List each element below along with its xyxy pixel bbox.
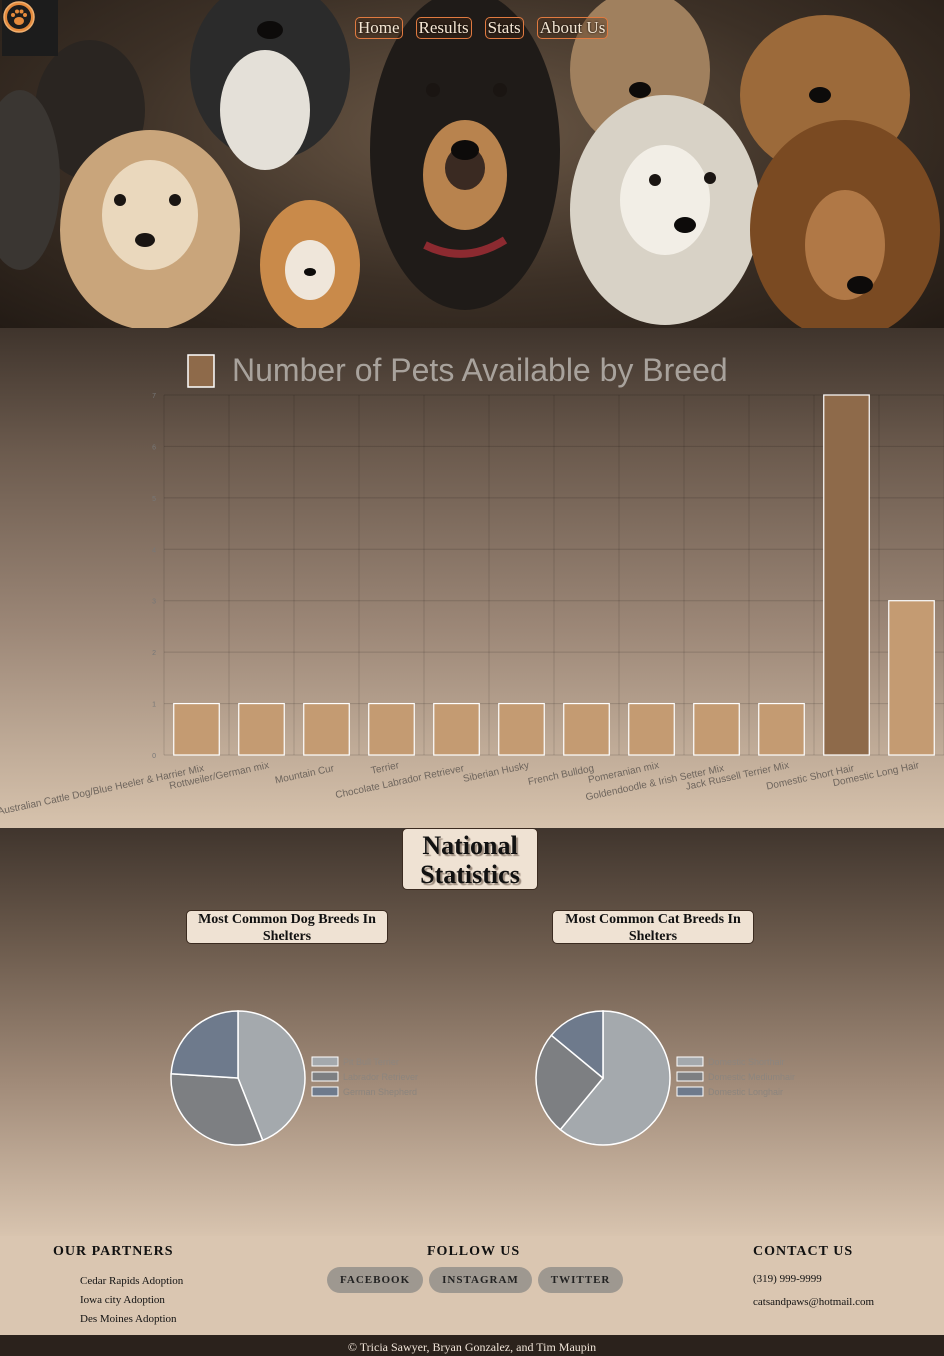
- partner-item[interactable]: Cedar Rapids Adoption: [80, 1275, 184, 1287]
- y-tick-label: 7: [152, 393, 156, 400]
- nav-stats[interactable]: Stats: [484, 17, 524, 39]
- legend-label: Pit Bull Terrier: [343, 1057, 399, 1067]
- contact-heading: CONTACT US: [753, 1244, 854, 1259]
- chart-title: Number of Pets Available by Breed: [232, 352, 728, 388]
- pie-slice[interactable]: [535, 1034, 605, 1131]
- stats-title-line2: Statistics: [420, 860, 520, 889]
- pie-slice[interactable]: [170, 1010, 239, 1079]
- facebook-button[interactable]: FACEBOOK: [327, 1267, 424, 1293]
- legend-swatch[interactable]: [311, 1086, 339, 1097]
- pie-slice[interactable]: [237, 1010, 306, 1142]
- twitter-button[interactable]: TWITTER: [537, 1267, 624, 1293]
- legend-label: Labrador Retriever: [343, 1072, 418, 1082]
- footer: OUR PARTNERS Cedar Rapids Adoption Iowa …: [0, 1236, 944, 1335]
- legend-swatch[interactable]: [311, 1056, 339, 1067]
- x-tick-label: Chocolate Labrador Retriever: [335, 763, 466, 801]
- pie-slice[interactable]: [559, 1010, 671, 1146]
- dog-breeds-pie-chart: Pit Bull Terrier Labrador Retriever German…: [170, 1010, 418, 1146]
- breed-chart-section: Number of Pets Available by Breed 0 1 2 3 4 5 6…: [0, 328, 944, 828]
- chart-bar[interactable]: [693, 702, 740, 756]
- chart-bar[interactable]: [433, 702, 480, 756]
- legend-swatch[interactable]: [676, 1071, 704, 1082]
- nav-about-us[interactable]: About Us: [536, 17, 609, 39]
- y-tick-label: 4: [152, 547, 156, 554]
- pie-slice[interactable]: [170, 1072, 264, 1146]
- chart-bar[interactable]: [173, 702, 220, 756]
- instagram-button[interactable]: INSTAGRAM: [429, 1267, 532, 1293]
- hero-banner: Home Results Stats About Us: [0, 0, 944, 328]
- follow-heading: FOLLOW US: [427, 1244, 521, 1259]
- contact-email[interactable]: catsandpaws@hotmail.com: [753, 1296, 875, 1308]
- copyright: © Tricia Sawyer, Bryan Gonzalez, and Tim…: [0, 1335, 944, 1356]
- y-tick-label: 1: [152, 702, 156, 709]
- nav-home[interactable]: Home: [355, 17, 403, 39]
- partners-list: Cedar Rapids Adoption Iowa city Adoption…: [80, 1272, 183, 1329]
- chart-bar[interactable]: [888, 600, 935, 756]
- x-tick-label: Terrier: [370, 760, 401, 777]
- breed-bar-chart: Number of Pets Available by Breed 0 1 2 3 4 5 6…: [0, 352, 944, 818]
- x-tick-label: Siberian Husky: [462, 760, 530, 785]
- legend-swatch[interactable]: [187, 354, 215, 388]
- legend-swatch[interactable]: [311, 1071, 339, 1082]
- x-tick-label: French Bulldog: [527, 763, 595, 788]
- partner-item[interactable]: Iowa city Adoption: [80, 1294, 165, 1306]
- stats-title: National Statistics: [402, 828, 538, 890]
- main-nav: Home Results Stats About Us: [355, 17, 609, 39]
- stats-title-line1: National: [422, 831, 518, 860]
- chart-bar[interactable]: [368, 702, 415, 756]
- chart-bar[interactable]: [303, 702, 350, 756]
- chart-bar[interactable]: [628, 702, 675, 756]
- legend-label: Domestic Longhair: [708, 1087, 783, 1097]
- chart-bar[interactable]: [238, 702, 285, 756]
- nav-results[interactable]: Results: [415, 17, 472, 39]
- partner-item[interactable]: Des Moines Adoption: [80, 1313, 177, 1325]
- y-tick-label: 6: [152, 444, 156, 451]
- legend-label: German Shepherd: [343, 1087, 417, 1097]
- pie-slice[interactable]: [550, 1010, 604, 1080]
- y-tick-label: 2: [152, 650, 156, 657]
- site-logo[interactable]: [2, 0, 58, 56]
- y-tick-label: 3: [152, 599, 156, 606]
- y-tick-label: 5: [152, 496, 156, 503]
- pets-hero-image: [0, 0, 940, 328]
- chart-bar[interactable]: [823, 394, 870, 756]
- x-tick-label: Mountain Cur: [274, 763, 336, 786]
- partners-heading: OUR PARTNERS: [53, 1244, 174, 1259]
- chart-bar[interactable]: [758, 702, 805, 756]
- legend-swatch[interactable]: [676, 1086, 704, 1097]
- contact-phone: (319) 999-9999: [753, 1273, 822, 1285]
- social-links: FACEBOOK INSTAGRAM TWITTER: [327, 1267, 624, 1293]
- cat-breeds-title: Most Common Cat Breeds In Shelters: [552, 910, 754, 944]
- dog-breeds-title: Most Common Dog Breeds In Shelters: [186, 910, 388, 944]
- legend-swatch[interactable]: [676, 1056, 704, 1067]
- paw-icon: [3, 1, 35, 33]
- national-stats-section: National Statistics Most Common Dog Bree…: [0, 828, 944, 1236]
- legend-label: Domestic Mediumhair: [708, 1072, 795, 1082]
- legend-label: Domestic Shorthair: [708, 1057, 785, 1067]
- cat-breeds-pie-chart: Domestic Shorthair Domestic Mediumhair Dom…: [535, 1010, 795, 1146]
- y-tick-label: 0: [152, 753, 156, 760]
- chart-bar[interactable]: [563, 702, 610, 756]
- chart-bar[interactable]: [498, 702, 545, 756]
